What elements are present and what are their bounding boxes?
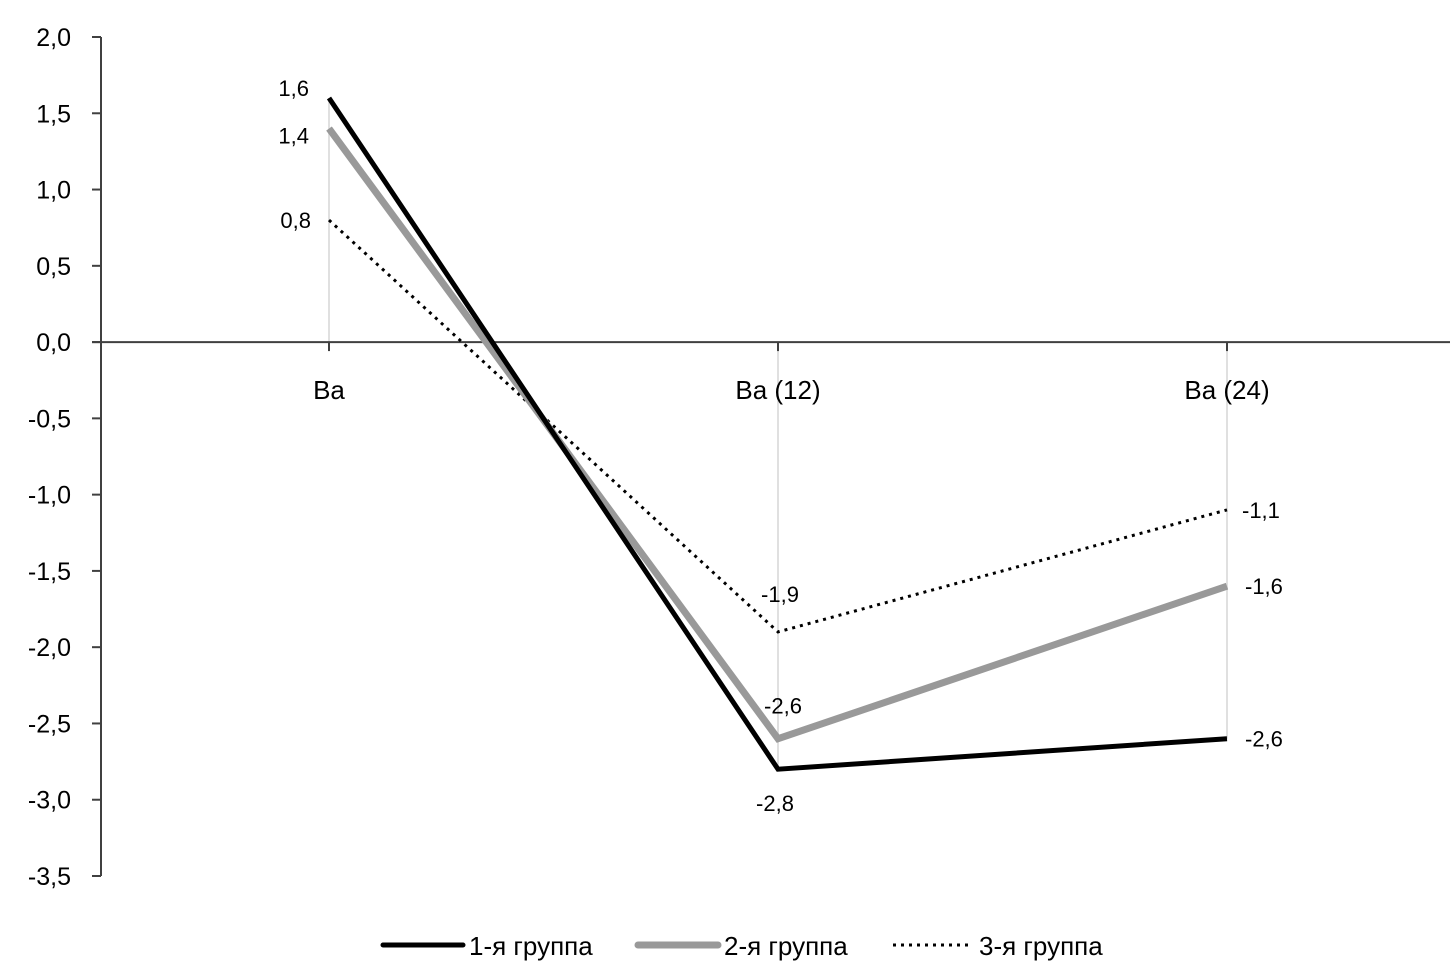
y-tick-label: 0,0 (36, 329, 71, 357)
y-tick-label: 2,0 (36, 24, 71, 52)
data-label: -2,6 (764, 694, 802, 719)
data-label: 1,4 (278, 124, 309, 149)
y-tick-label: 1,0 (36, 177, 71, 205)
data-label: -1,1 (1242, 498, 1280, 523)
legend-label-3: 3-я группа (979, 931, 1103, 961)
x-tick-label: Ba (24) (1184, 375, 1269, 405)
y-tick-label: -1,5 (28, 558, 71, 586)
data-label: 1,6 (278, 76, 309, 101)
y-tick-label: -2,0 (28, 634, 71, 662)
y-tick-label: -2,5 (28, 710, 71, 738)
axes: 2,0 1,5 1,0 0,5 0,0 -0,5 -1,0 -1,5 -2,0 -2,5 -3,0 -… (28, 24, 1450, 891)
y-tick-label: 0,5 (36, 253, 71, 281)
y-tick-label: -3,0 (28, 787, 71, 815)
series-line-3 (327, 218, 1228, 634)
data-label: -1,6 (1245, 574, 1283, 599)
data-label: -2,8 (756, 791, 794, 816)
series-lines (326, 96, 1229, 772)
data-labels: 1,6 -2,8 -2,6 1,4 -2,6 -1,6 0,8 -1,9 -1,1 (278, 76, 1283, 816)
x-tick-label: Ba (12) (735, 375, 820, 405)
series-line-2 (326, 126, 1229, 743)
series-line-1 (326, 96, 1228, 772)
legend: 1-я группа 2-я группа 3-я группа (380, 931, 1103, 961)
data-label: -1,9 (761, 582, 799, 607)
legend-label-2: 2-я группа (724, 931, 848, 961)
legend-label-1: 1-я группа (469, 931, 593, 961)
y-tick-label: 1,5 (36, 100, 71, 128)
drop-lines (328, 98, 1228, 770)
data-label: -2,6 (1245, 727, 1283, 752)
y-tick-label: -3,5 (28, 863, 71, 891)
data-label: 0,8 (280, 208, 311, 233)
x-tick-label: Ba (313, 375, 345, 405)
y-tick-label: -1,0 (28, 482, 71, 510)
y-tick-label: -0,5 (28, 405, 71, 433)
